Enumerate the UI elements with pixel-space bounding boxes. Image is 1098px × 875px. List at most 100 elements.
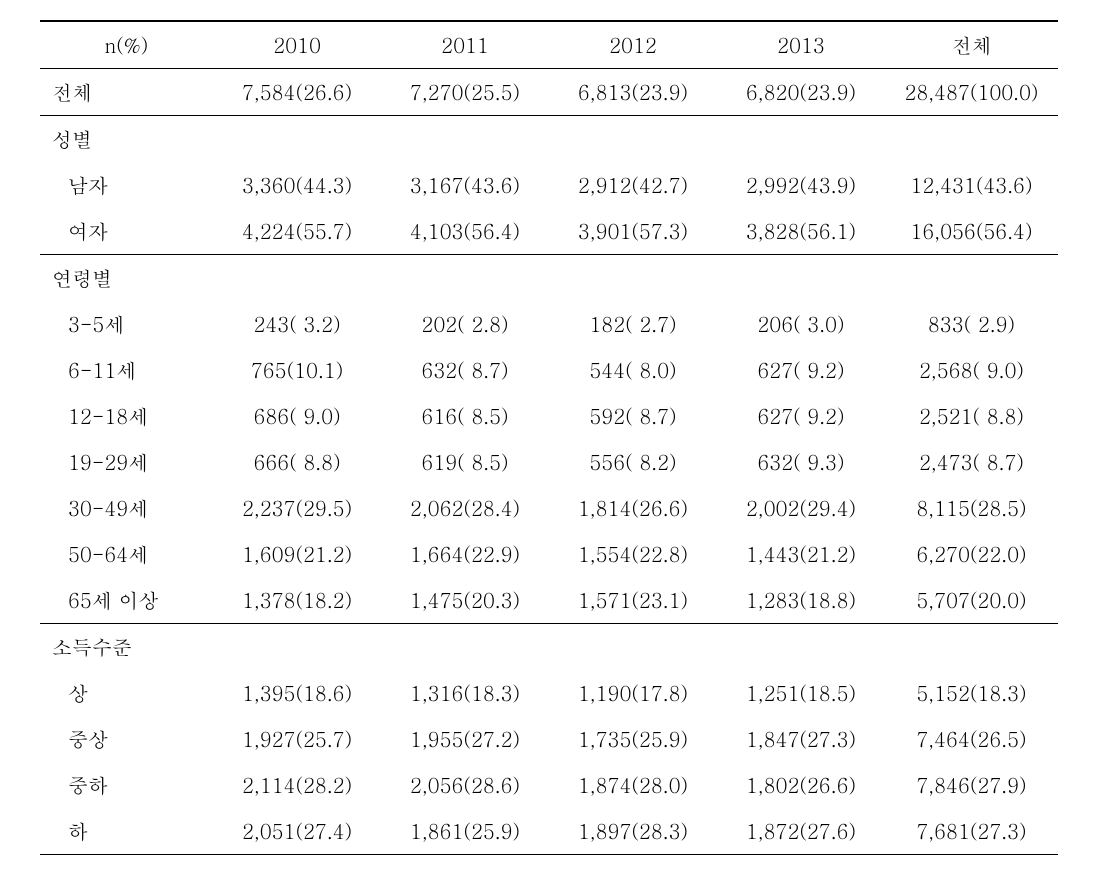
female-total: 16,056(56.4) — [885, 208, 1058, 255]
income-high-2012: 1,190(17.8) — [549, 670, 717, 716]
income-midhigh-2012: 1,735(25.9) — [549, 716, 717, 762]
age-3-5-2011: 202( 2.8) — [381, 301, 549, 347]
age-19-29-label: 19-29세 — [40, 439, 213, 485]
age-19-29-2012: 556( 8.2) — [549, 439, 717, 485]
income-midhigh-2013: 1,847(27.3) — [717, 716, 885, 762]
age-19-29-row: 19-29세 666( 8.8) 619( 8.5) 556( 8.2) 632… — [40, 439, 1058, 485]
age-50-64-label: 50-64세 — [40, 531, 213, 577]
age-30-49-2011: 2,062(28.4) — [381, 485, 549, 531]
age-30-49-label: 30-49세 — [40, 485, 213, 531]
age-50-64-total: 6,270(22.0) — [885, 531, 1058, 577]
income-midlow-label: 중하 — [40, 762, 213, 808]
age-65-row: 65세 이상 1,378(18.2) 1,475(20.3) 1,571(23.… — [40, 577, 1058, 624]
income-header-row: 소득수준 — [40, 624, 1058, 671]
age-19-29-2010: 666( 8.8) — [213, 439, 381, 485]
age-30-49-2010: 2,237(29.5) — [213, 485, 381, 531]
income-low-2012: 1,897(28.3) — [549, 808, 717, 855]
age-65-total: 5,707(20.0) — [885, 577, 1058, 624]
income-midlow-2012: 1,874(28.0) — [549, 762, 717, 808]
income-high-2011: 1,316(18.3) — [381, 670, 549, 716]
age-6-11-2011: 632( 8.7) — [381, 347, 549, 393]
data-table: n(%) 2010 2011 2012 2013 전체 전체 7,584(26.… — [40, 20, 1058, 855]
income-midlow-2013: 1,802(26.6) — [717, 762, 885, 808]
total-2013: 6,820(23.9) — [717, 69, 885, 116]
age-6-11-label: 6-11세 — [40, 347, 213, 393]
income-low-2013: 1,872(27.6) — [717, 808, 885, 855]
male-2010: 3,360(44.3) — [213, 162, 381, 208]
header-label: n(%) — [40, 21, 213, 69]
age-19-29-2013: 632( 9.3) — [717, 439, 885, 485]
age-12-18-label: 12-18세 — [40, 393, 213, 439]
age-30-49-total: 8,115(28.5) — [885, 485, 1058, 531]
age-header-row: 연령별 — [40, 255, 1058, 302]
age-3-5-2010: 243( 3.2) — [213, 301, 381, 347]
income-low-label: 하 — [40, 808, 213, 855]
age-12-18-2010: 686( 9.0) — [213, 393, 381, 439]
male-total: 12,431(43.6) — [885, 162, 1058, 208]
age-3-5-2012: 182( 2.7) — [549, 301, 717, 347]
age-6-11-2013: 627( 9.2) — [717, 347, 885, 393]
age-12-18-2012: 592( 8.7) — [549, 393, 717, 439]
age-12-18-row: 12-18세 686( 9.0) 616( 8.5) 592( 8.7) 627… — [40, 393, 1058, 439]
income-low-total: 7,681(27.3) — [885, 808, 1058, 855]
table-header-row: n(%) 2010 2011 2012 2013 전체 — [40, 21, 1058, 69]
age-19-29-total: 2,473( 8.7) — [885, 439, 1058, 485]
income-midlow-2011: 2,056(28.6) — [381, 762, 549, 808]
female-2010: 4,224(55.7) — [213, 208, 381, 255]
age-50-64-2011: 1,664(22.9) — [381, 531, 549, 577]
total-2012: 6,813(23.9) — [549, 69, 717, 116]
age-50-64-2013: 1,443(21.2) — [717, 531, 885, 577]
income-high-2010: 1,395(18.6) — [213, 670, 381, 716]
male-2012: 2,912(42.7) — [549, 162, 717, 208]
income-midlow-row: 중하 2,114(28.2) 2,056(28.6) 1,874(28.0) 1… — [40, 762, 1058, 808]
age-30-49-row: 30-49세 2,237(29.5) 2,062(28.4) 1,814(26.… — [40, 485, 1058, 531]
age-50-64-row: 50-64세 1,609(21.2) 1,664(22.9) 1,554(22.… — [40, 531, 1058, 577]
age-65-2012: 1,571(23.1) — [549, 577, 717, 624]
male-label: 남자 — [40, 162, 213, 208]
income-midhigh-total: 7,464(26.5) — [885, 716, 1058, 762]
income-high-row: 상 1,395(18.6) 1,316(18.3) 1,190(17.8) 1,… — [40, 670, 1058, 716]
income-high-label: 상 — [40, 670, 213, 716]
age-65-label: 65세 이상 — [40, 577, 213, 624]
income-midlow-total: 7,846(27.9) — [885, 762, 1058, 808]
total-label: 전체 — [40, 69, 213, 116]
age-6-11-2010: 765(10.1) — [213, 347, 381, 393]
male-2011: 3,167(43.6) — [381, 162, 549, 208]
income-low-2010: 2,051(27.4) — [213, 808, 381, 855]
female-2013: 3,828(56.1) — [717, 208, 885, 255]
age-65-2010: 1,378(18.2) — [213, 577, 381, 624]
total-row: 전체 7,584(26.6) 7,270(25.5) 6,813(23.9) 6… — [40, 69, 1058, 116]
header-2011: 2011 — [381, 21, 549, 69]
income-midhigh-row: 중상 1,927(25.7) 1,955(27.2) 1,735(25.9) 1… — [40, 716, 1058, 762]
age-header: 연령별 — [40, 255, 213, 302]
age-19-29-2011: 619( 8.5) — [381, 439, 549, 485]
income-midhigh-2011: 1,955(27.2) — [381, 716, 549, 762]
age-12-18-2013: 627( 9.2) — [717, 393, 885, 439]
age-12-18-2011: 616( 8.5) — [381, 393, 549, 439]
age-3-5-row: 3-5세 243( 3.2) 202( 2.8) 182( 2.7) 206( … — [40, 301, 1058, 347]
age-6-11-row: 6-11세 765(10.1) 632( 8.7) 544( 8.0) 627(… — [40, 347, 1058, 393]
gender-female-row: 여자 4,224(55.7) 4,103(56.4) 3,901(57.3) 3… — [40, 208, 1058, 255]
total-2010: 7,584(26.6) — [213, 69, 381, 116]
age-30-49-2012: 1,814(26.6) — [549, 485, 717, 531]
header-2010: 2010 — [213, 21, 381, 69]
income-low-row: 하 2,051(27.4) 1,861(25.9) 1,897(28.3) 1,… — [40, 808, 1058, 855]
age-65-2013: 1,283(18.8) — [717, 577, 885, 624]
gender-header-row: 성별 — [40, 116, 1058, 163]
header-2012: 2012 — [549, 21, 717, 69]
age-50-64-2010: 1,609(21.2) — [213, 531, 381, 577]
income-low-2011: 1,861(25.9) — [381, 808, 549, 855]
gender-male-row: 남자 3,360(44.3) 3,167(43.6) 2,912(42.7) 2… — [40, 162, 1058, 208]
total-all: 28,487(100.0) — [885, 69, 1058, 116]
age-6-11-2012: 544( 8.0) — [549, 347, 717, 393]
age-30-49-2013: 2,002(29.4) — [717, 485, 885, 531]
age-12-18-total: 2,521( 8.8) — [885, 393, 1058, 439]
total-2011: 7,270(25.5) — [381, 69, 549, 116]
income-midlow-2010: 2,114(28.2) — [213, 762, 381, 808]
age-3-5-label: 3-5세 — [40, 301, 213, 347]
female-2011: 4,103(56.4) — [381, 208, 549, 255]
male-2013: 2,992(43.9) — [717, 162, 885, 208]
age-6-11-total: 2,568( 9.0) — [885, 347, 1058, 393]
income-midhigh-label: 중상 — [40, 716, 213, 762]
income-high-2013: 1,251(18.5) — [717, 670, 885, 716]
